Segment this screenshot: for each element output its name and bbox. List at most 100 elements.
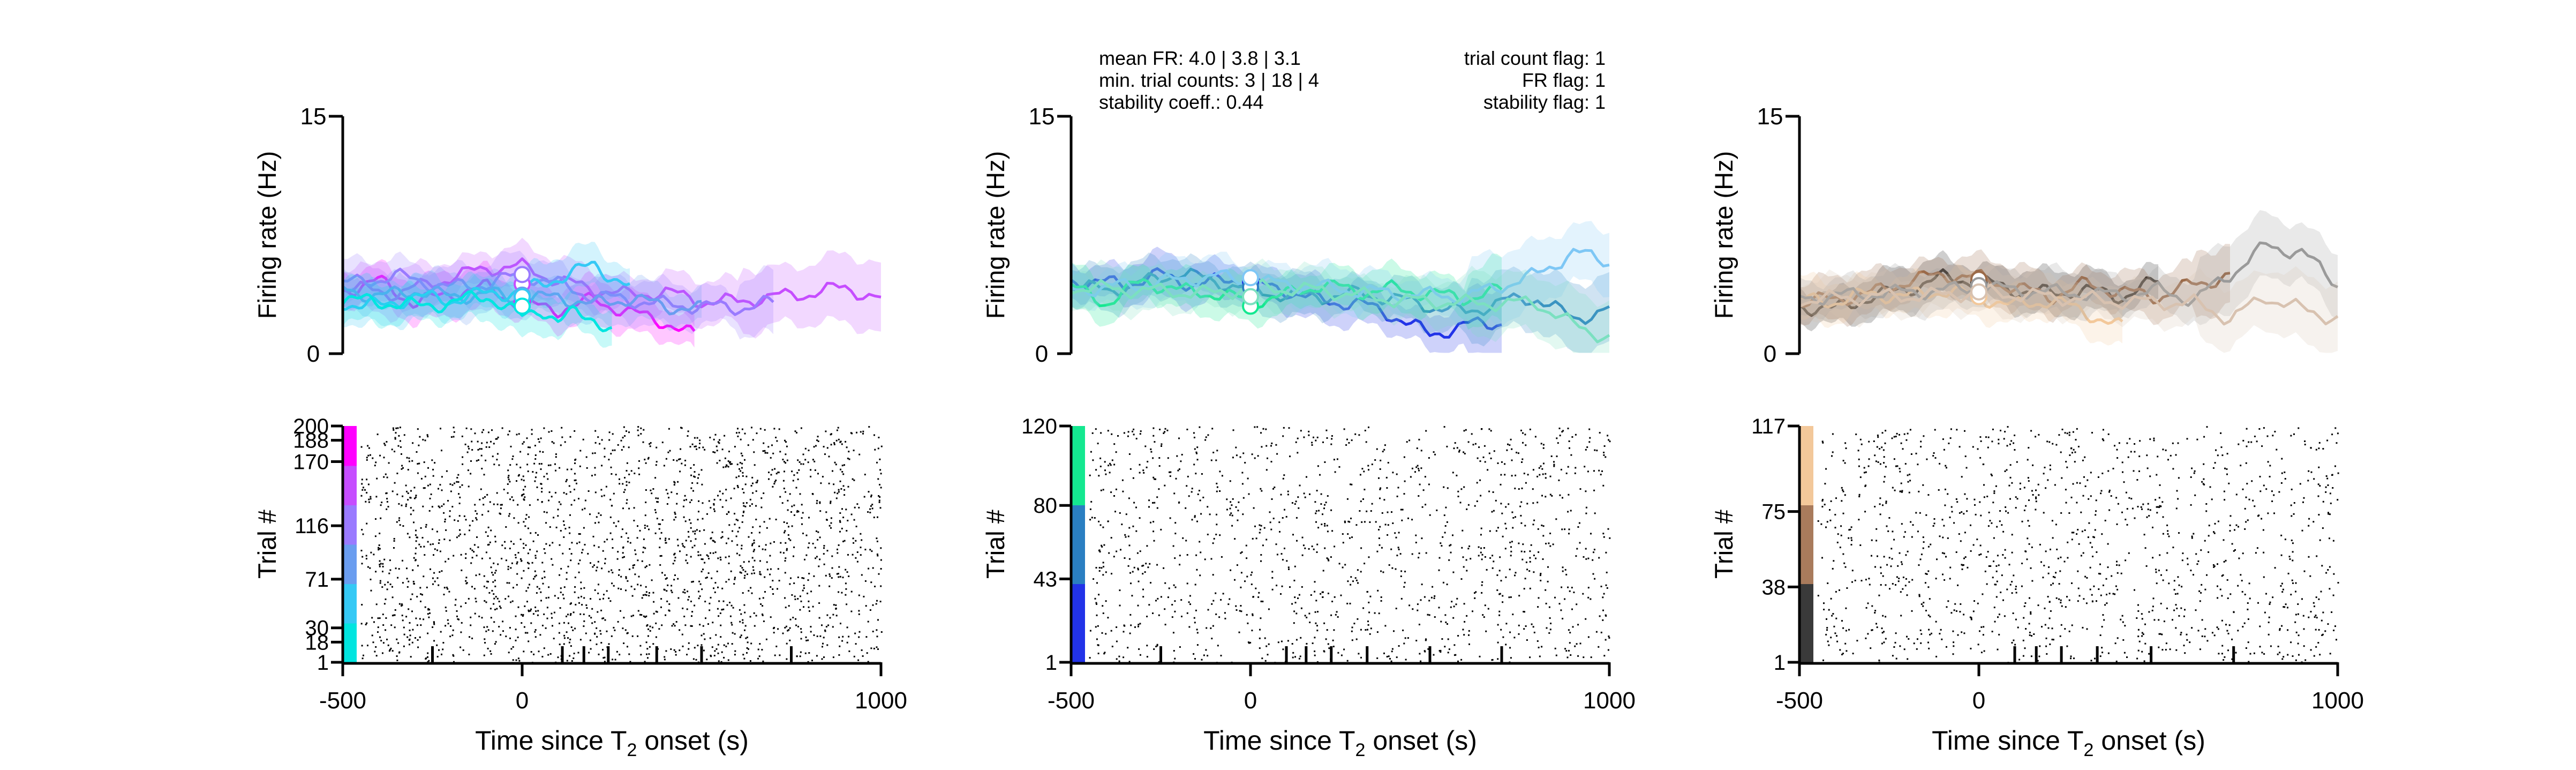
spike <box>2040 561 2042 563</box>
spike <box>1896 465 1899 467</box>
spike <box>1375 521 1377 523</box>
spike <box>1986 496 1989 497</box>
spike <box>1532 502 1534 504</box>
spike <box>577 563 579 565</box>
spike <box>368 447 370 449</box>
spike <box>1123 631 1125 633</box>
spike <box>800 600 802 602</box>
spike <box>1316 551 1318 553</box>
spike <box>560 592 562 593</box>
spike <box>1949 578 1951 580</box>
spike <box>1463 603 1465 605</box>
spike <box>1259 524 1261 526</box>
spike <box>718 442 720 444</box>
spike <box>2303 497 2305 499</box>
spike <box>774 654 776 656</box>
spike <box>800 651 802 653</box>
spike <box>1956 501 1959 503</box>
spike <box>523 547 525 549</box>
spike <box>690 522 692 524</box>
raster-colorbar-segment <box>343 465 357 505</box>
spike <box>747 641 749 644</box>
spike <box>383 603 386 605</box>
spike <box>724 457 726 459</box>
spike <box>1926 573 1928 575</box>
spike <box>1152 457 1154 459</box>
spike <box>497 563 499 565</box>
spike <box>1261 657 1263 660</box>
spike <box>2052 575 2054 578</box>
spike <box>1963 557 1965 559</box>
spike <box>749 505 751 507</box>
spike <box>427 541 429 543</box>
spike <box>1303 436 1305 438</box>
spike <box>460 646 462 648</box>
series-6-error-band <box>343 271 612 348</box>
spike <box>2292 655 2294 657</box>
spike <box>528 610 530 612</box>
spike <box>807 593 809 594</box>
spike <box>1954 603 1956 605</box>
spike <box>860 533 862 535</box>
spike <box>494 572 496 574</box>
spike <box>1952 653 1954 655</box>
spike <box>675 651 677 653</box>
spike <box>1178 502 1180 504</box>
spike <box>2101 647 2103 649</box>
spike <box>2027 537 2029 540</box>
spike <box>796 472 799 474</box>
spike <box>1529 557 1531 559</box>
spike <box>1174 600 1176 602</box>
spike <box>784 530 786 532</box>
spike <box>1211 603 1213 605</box>
spike <box>1533 519 1535 521</box>
spike <box>391 490 394 492</box>
spike <box>1502 601 1504 603</box>
spike <box>661 572 663 574</box>
spike <box>1367 590 1368 593</box>
spike <box>1875 540 1878 542</box>
spike <box>1321 591 1323 593</box>
spike <box>1964 532 1966 534</box>
spike <box>2327 569 2329 571</box>
spike <box>2187 563 2189 565</box>
spike <box>1164 484 1166 487</box>
spike <box>2162 448 2164 451</box>
spike <box>819 558 821 560</box>
spike <box>1994 584 1996 586</box>
spike <box>665 458 667 460</box>
spike <box>1904 463 1907 465</box>
spike <box>1569 590 1571 592</box>
spike <box>494 585 496 587</box>
spike <box>1105 473 1107 475</box>
spike <box>1945 465 1947 467</box>
spike <box>578 498 579 500</box>
spike <box>690 540 692 542</box>
spike <box>736 544 739 546</box>
spike <box>2060 556 2062 558</box>
spike <box>372 641 374 644</box>
spike <box>392 427 394 429</box>
spike <box>1493 450 1495 452</box>
spike <box>740 470 742 472</box>
spike <box>585 604 587 606</box>
series-4-error-band <box>1799 210 2338 326</box>
spike <box>2045 645 2047 647</box>
spike <box>877 619 879 621</box>
spike <box>1583 556 1585 558</box>
spike <box>2183 645 2185 647</box>
spike <box>2280 554 2283 556</box>
spike <box>1216 486 1218 488</box>
spike <box>2181 586 2183 588</box>
spike <box>1102 526 1104 528</box>
spike <box>1917 464 1919 466</box>
spike <box>1995 570 1998 572</box>
spike <box>422 439 424 441</box>
spike <box>1427 614 1429 616</box>
spike <box>593 564 595 566</box>
spike <box>2094 657 2096 660</box>
spike <box>1468 643 1470 645</box>
spike <box>1996 580 1998 582</box>
spike <box>1099 457 1102 459</box>
spike <box>1560 609 1562 611</box>
